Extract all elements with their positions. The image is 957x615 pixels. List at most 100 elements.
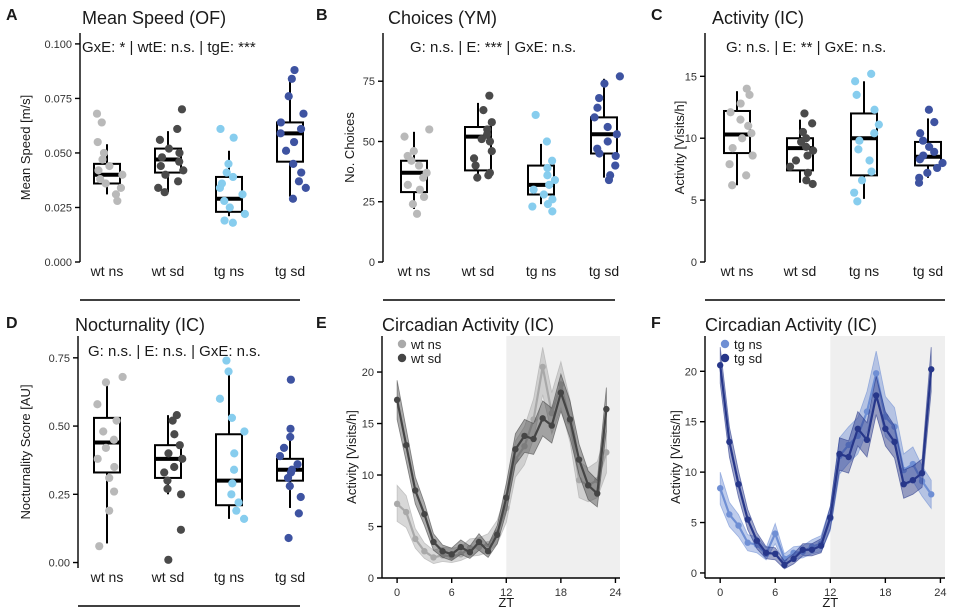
data-point [785, 162, 795, 171]
y-tick-label: 15 [685, 71, 697, 83]
data-point [854, 425, 862, 432]
data-point [867, 69, 876, 78]
data-point [160, 468, 169, 477]
data-point [603, 449, 610, 456]
data-point [874, 120, 883, 129]
data-point [503, 494, 510, 501]
y-tick-label: 0.025 [44, 202, 72, 214]
data-point [92, 109, 102, 118]
data-point [611, 151, 620, 161]
data-point [603, 122, 612, 132]
panel-title: Mean Speed (OF) [82, 8, 226, 28]
data-point [412, 209, 422, 218]
data-point [421, 548, 428, 555]
data-point [286, 424, 295, 433]
y-tick-label: 15 [362, 419, 374, 431]
series-wt-sd [393, 372, 610, 561]
y-axis-label: Mean Speed [m/s] [18, 95, 33, 201]
data-point [230, 449, 239, 458]
data-point [457, 543, 464, 551]
data-point [603, 137, 612, 146]
data-point [118, 372, 127, 382]
data-point [735, 481, 742, 488]
data-point [275, 451, 285, 461]
data-point [220, 216, 229, 225]
data-point [726, 108, 735, 117]
data-point [216, 124, 225, 134]
data-point [225, 203, 234, 212]
data-point [234, 498, 243, 507]
stats-text: GxE: * | wtE: n.s. | tgE: *** [82, 39, 256, 56]
data-point [479, 106, 488, 115]
data-point [872, 370, 880, 377]
data-point [469, 154, 479, 163]
panel-C: C Activity (IC) G: n.s. | E: ** | GxE: n.s… [651, 7, 947, 301]
data-point [530, 435, 537, 443]
data-point [228, 479, 237, 488]
category-label: tg ns [849, 263, 879, 279]
category-label: tg sd [589, 263, 619, 279]
data-point [279, 443, 289, 453]
data-point [286, 432, 295, 442]
panel-title: Circadian Activity (IC) [705, 315, 877, 335]
data-point [109, 487, 119, 496]
category-label: tg ns [526, 263, 556, 279]
x-tick-label: 0 [717, 587, 723, 599]
data-point [439, 548, 446, 555]
y-tick-label: 0.075 [44, 93, 72, 105]
data-point [229, 465, 239, 474]
data-point [415, 185, 425, 194]
data-point [845, 441, 852, 449]
data-point [745, 90, 754, 99]
panel-label: B [316, 7, 328, 24]
data-point [521, 432, 528, 440]
stats-text: G: n.s. | E: *** | GxE: n.s. [410, 39, 576, 56]
data-point [914, 178, 924, 187]
data-point [222, 168, 231, 177]
box [914, 140, 942, 167]
data-point [105, 161, 114, 171]
data-point [803, 151, 812, 160]
data-point [485, 91, 494, 100]
data-point [762, 549, 770, 556]
data-point [475, 543, 483, 551]
panel-label: A [6, 7, 18, 24]
data-point [228, 218, 237, 227]
data-point [726, 511, 733, 518]
data-point [430, 538, 437, 546]
data-point [286, 375, 295, 384]
data-point [289, 159, 298, 168]
x-tick-label: 18 [555, 587, 567, 599]
data-point [448, 551, 455, 558]
y-tick-label: 15 [685, 417, 697, 429]
data-point [239, 514, 249, 523]
data-point [744, 516, 751, 523]
data-point [228, 172, 238, 182]
series-tg-sd [716, 347, 935, 570]
data-point [604, 175, 614, 185]
legend-marker [397, 353, 407, 363]
data-point [276, 129, 285, 138]
data-point [409, 147, 418, 156]
data-point [851, 77, 860, 86]
data-point [229, 133, 238, 142]
data-point [419, 192, 429, 202]
x-tick-label: 18 [879, 587, 891, 599]
data-point [283, 473, 293, 483]
data-point [918, 478, 926, 485]
data-point [790, 555, 797, 563]
y-tick-label: 0.000 [44, 257, 72, 269]
data-point [164, 144, 174, 153]
data-point [799, 546, 806, 553]
data-point [790, 549, 797, 556]
data-point [915, 155, 925, 164]
x-tick-label: 0 [394, 587, 400, 599]
data-point [850, 188, 859, 197]
y-tick-label: 0 [369, 257, 375, 269]
data-point [164, 449, 173, 458]
data-point [224, 367, 233, 376]
data-point [110, 462, 119, 472]
data-point [93, 400, 102, 409]
data-point [857, 176, 867, 185]
data-point [529, 185, 538, 194]
